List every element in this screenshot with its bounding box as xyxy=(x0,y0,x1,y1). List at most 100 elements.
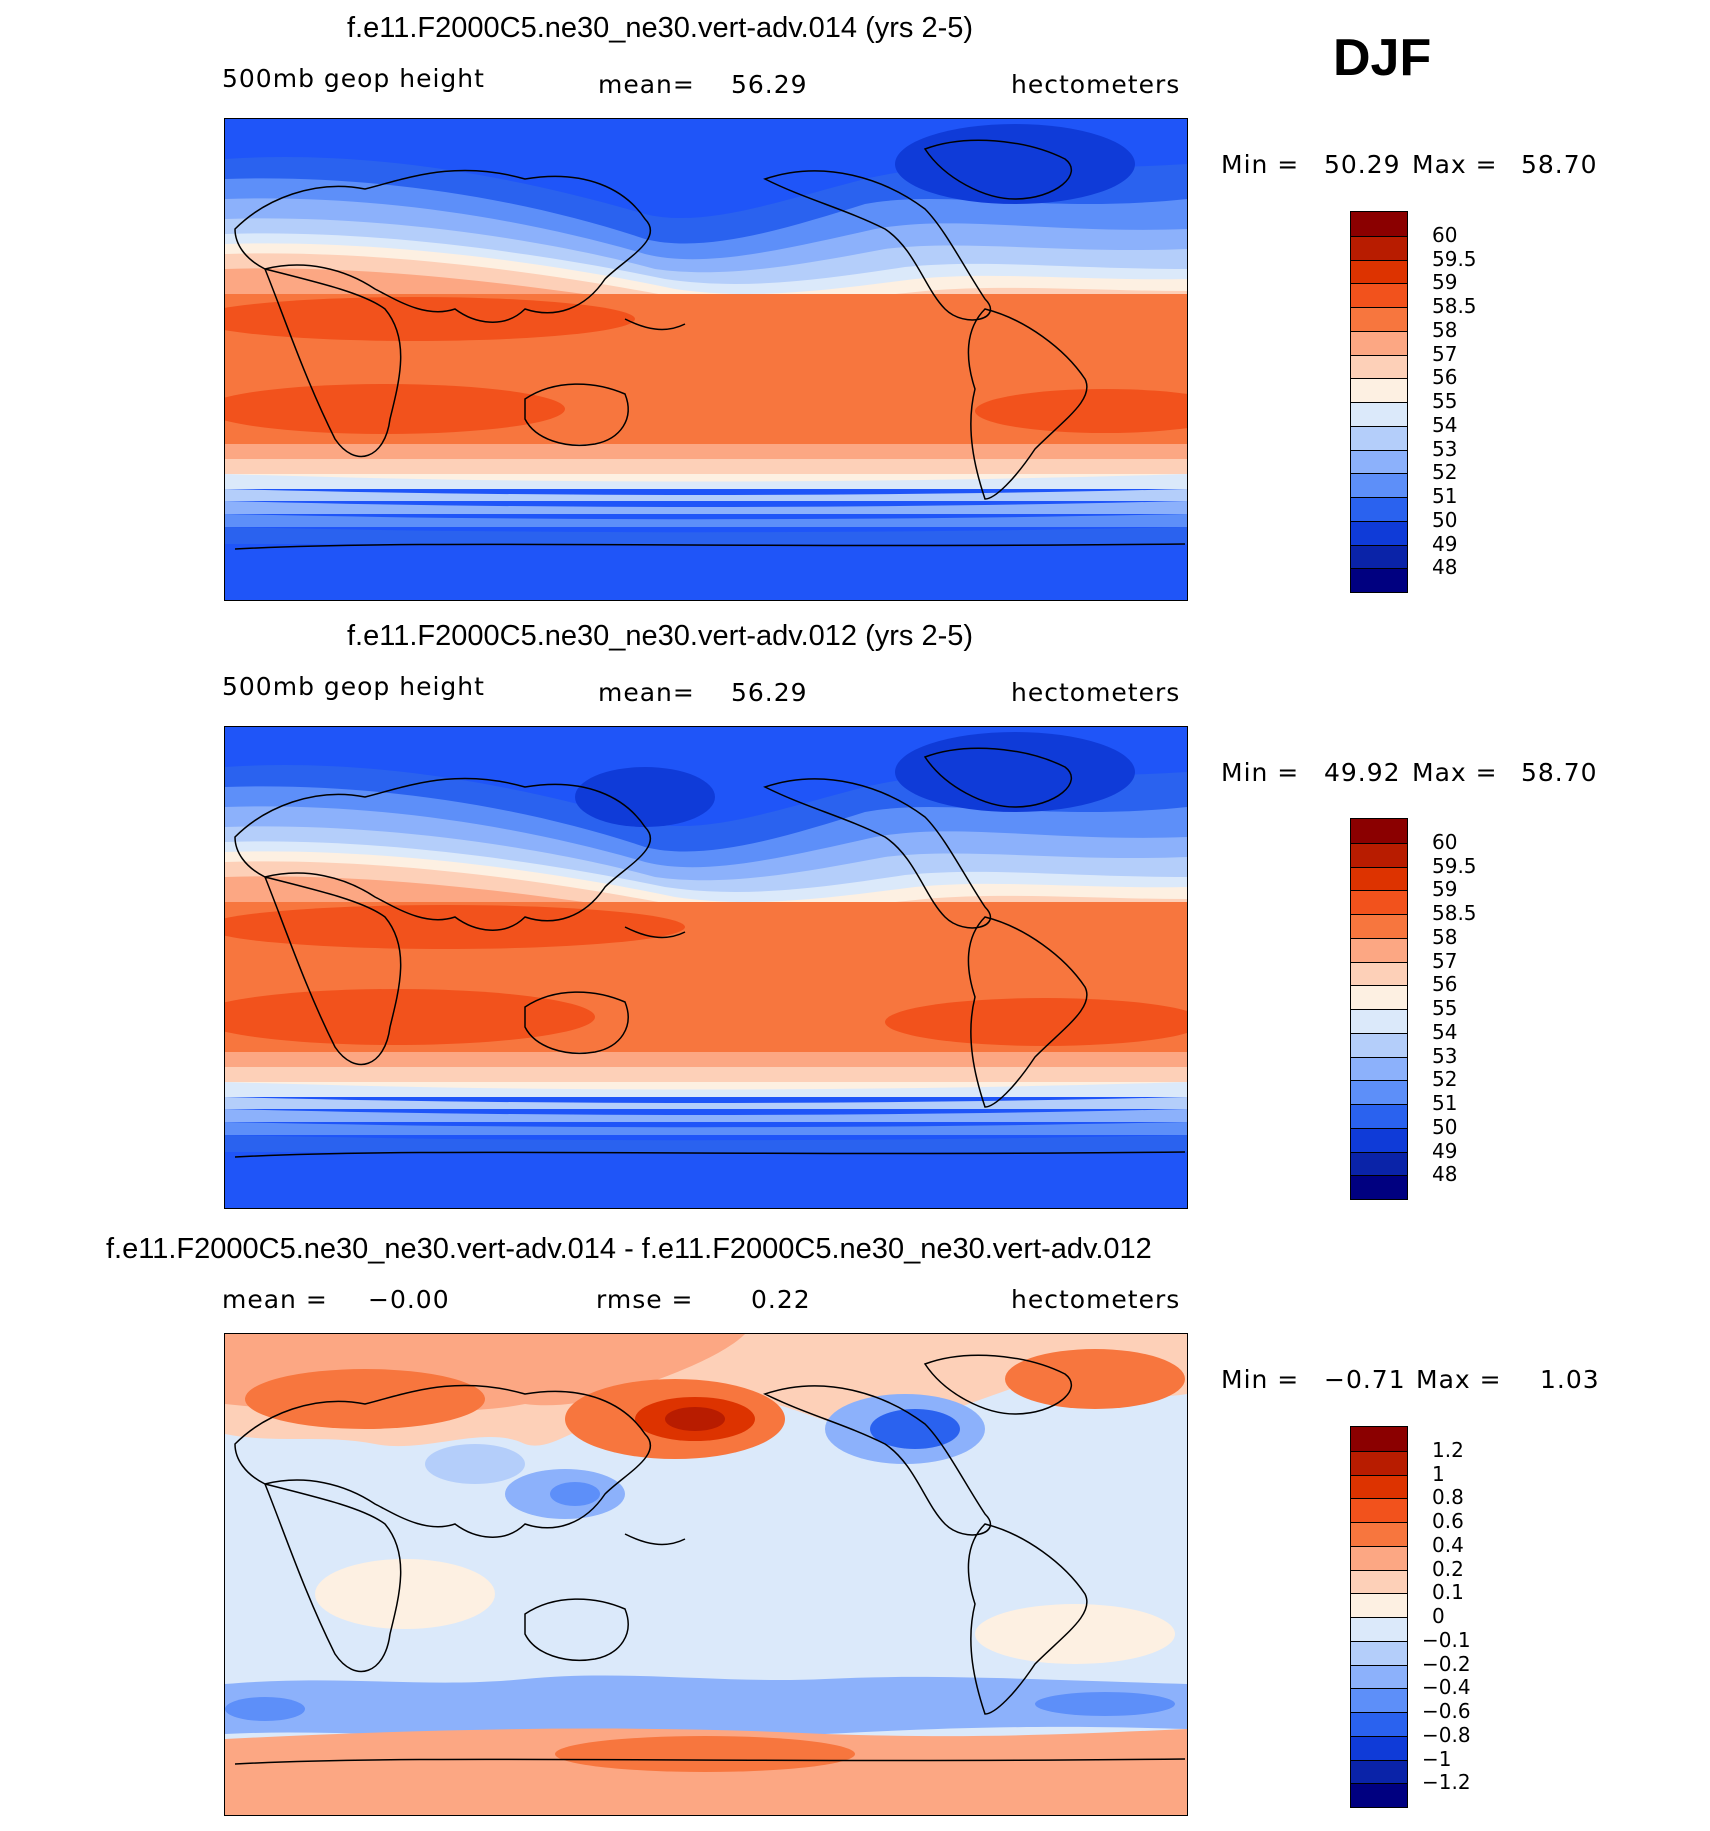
panel3-coastlines xyxy=(234,1354,1186,1765)
colorbar-level-label: 59.5 xyxy=(1432,853,1477,878)
colorbar-swatch xyxy=(1351,1545,1407,1570)
panel2-units: hectometers xyxy=(1011,678,1181,707)
colorbar-swatch xyxy=(1351,985,1407,1009)
colorbar-level-label: 58.5 xyxy=(1432,901,1477,925)
panel2-coastlines xyxy=(234,747,1186,1158)
panel3-cold-e xyxy=(425,1444,525,1484)
panel2-colorbar xyxy=(1350,818,1408,1200)
panel2-south-d xyxy=(225,1122,1187,1135)
panel1-max-value: 58.70 xyxy=(1521,150,1598,179)
panel2-max-a xyxy=(225,905,685,949)
panel3-colorbar xyxy=(1350,1426,1408,1808)
colorbar-swatch xyxy=(1351,1640,1407,1665)
colorbar-level-label: 55 xyxy=(1432,996,1458,1020)
colorbar-level-label: 58 xyxy=(1432,317,1458,342)
colorbar-swatch xyxy=(1351,1688,1407,1712)
colorbar-swatch xyxy=(1351,819,1407,843)
colorbar-swatch xyxy=(1351,1617,1407,1641)
colorbar-swatch xyxy=(1351,212,1407,236)
panel1-south-b xyxy=(225,489,1187,501)
colorbar-level-label: 50 xyxy=(1432,507,1458,532)
colorbar-level-label: 53 xyxy=(1432,436,1458,461)
colorbar-swatch xyxy=(1351,1450,1407,1475)
colorbar-swatch xyxy=(1351,473,1407,497)
panel1-south-d xyxy=(225,514,1187,527)
colorbar-swatch xyxy=(1351,961,1407,986)
colorbar-level-label: 55 xyxy=(1432,389,1458,413)
panel3-warm-a xyxy=(245,1369,485,1429)
panel1-polar-low xyxy=(895,124,1135,204)
panel1-units: hectometers xyxy=(1011,70,1181,99)
colorbar-level-label: 54 xyxy=(1432,412,1458,437)
colorbar-swatch xyxy=(1351,842,1407,867)
panel3-south-cold-c xyxy=(1035,1692,1175,1716)
panel3-rmse-value: 0.22 xyxy=(751,1285,811,1314)
colorbar-level-label: 59 xyxy=(1432,270,1458,295)
colorbar-swatch xyxy=(1351,1498,1407,1522)
colorbar-level-label: 51 xyxy=(1432,484,1458,508)
colorbar-swatch xyxy=(1351,283,1407,307)
panel2-min-value: 49.92 xyxy=(1324,758,1401,787)
colorbar-swatch xyxy=(1351,307,1407,331)
panel2-low-b xyxy=(895,732,1135,812)
colorbar-swatch xyxy=(1351,402,1407,426)
panel2-max-c xyxy=(885,998,1187,1046)
colorbar-level-label: 1.2 xyxy=(1432,1437,1464,1462)
colorbar-swatch xyxy=(1351,378,1407,402)
panel2-max-label: Max = xyxy=(1412,758,1498,787)
colorbar-swatch xyxy=(1351,1032,1407,1057)
colorbar-level-label: 48 xyxy=(1432,555,1458,580)
panel3-max-value: 1.03 xyxy=(1540,1365,1600,1394)
colorbar-level-label: 49 xyxy=(1432,531,1458,556)
colorbar-swatch xyxy=(1351,259,1407,284)
colorbar-level-label: 59 xyxy=(1432,877,1458,902)
panel1-coastlines xyxy=(234,139,1186,550)
panel2-low-a xyxy=(575,767,715,827)
colorbar-swatch xyxy=(1351,354,1407,379)
colorbar-level-label: −1.2 xyxy=(1422,1770,1471,1795)
panel2-min-label: Min = xyxy=(1221,758,1300,787)
colorbar-level-label: 51 xyxy=(1432,1091,1458,1115)
colorbar-level-label: 0.1 xyxy=(1432,1580,1464,1605)
colorbar-level-label: 0.6 xyxy=(1432,1509,1464,1533)
colorbar-swatch xyxy=(1351,1569,1407,1594)
panel1-mean-label: mean= xyxy=(598,70,695,99)
colorbar-swatch xyxy=(1351,449,1407,474)
colorbar-level-label: 59.5 xyxy=(1432,246,1477,271)
panel3-map xyxy=(224,1333,1188,1816)
season-label: DJF xyxy=(1333,29,1432,87)
panel1-min-value: 50.29 xyxy=(1324,150,1401,179)
colorbar-level-label: 52 xyxy=(1432,460,1458,485)
colorbar-swatch xyxy=(1351,1151,1407,1176)
panel1-max-a xyxy=(225,297,635,341)
panel1-mean-value: 56.29 xyxy=(731,70,808,99)
colorbar-swatch xyxy=(1351,1080,1407,1104)
colorbar-swatch xyxy=(1351,937,1407,962)
colorbar-level-label: −0.2 xyxy=(1422,1651,1471,1676)
colorbar-swatch xyxy=(1351,1127,1407,1152)
panel3-mid-b xyxy=(975,1604,1175,1664)
colorbar-swatch xyxy=(1351,914,1407,938)
panel2-south-c xyxy=(225,1109,1187,1122)
colorbar-swatch xyxy=(1351,330,1407,355)
panel3-units: hectometers xyxy=(1011,1285,1181,1314)
colorbar-swatch xyxy=(1351,497,1407,521)
panel3-title: f.e11.F2000C5.ne30_ne30.vert-adv.014 - f… xyxy=(106,1233,1152,1265)
colorbar-swatch xyxy=(1351,1664,1407,1689)
panel2-mean-value: 56.29 xyxy=(731,678,808,707)
colorbar-level-label: 60 xyxy=(1432,829,1458,854)
colorbar-swatch xyxy=(1351,1593,1407,1617)
panel1-colorbar xyxy=(1350,211,1408,593)
colorbar-swatch xyxy=(1351,890,1407,914)
colorbar-level-label: 50 xyxy=(1432,1114,1458,1139)
panel3-warm-e xyxy=(1005,1349,1185,1409)
colorbar-swatch xyxy=(1351,866,1407,891)
colorbar-level-label: 56 xyxy=(1432,972,1458,997)
colorbar-level-label: 56 xyxy=(1432,365,1458,390)
colorbar-swatch xyxy=(1351,1759,1407,1784)
colorbar-level-label: 0 xyxy=(1432,1604,1445,1628)
colorbar-swatch xyxy=(1351,1522,1407,1546)
colorbar-level-label: −1 xyxy=(1422,1746,1452,1771)
colorbar-level-label: −0.6 xyxy=(1422,1699,1471,1723)
colorbar-level-label: −0.8 xyxy=(1422,1722,1471,1747)
